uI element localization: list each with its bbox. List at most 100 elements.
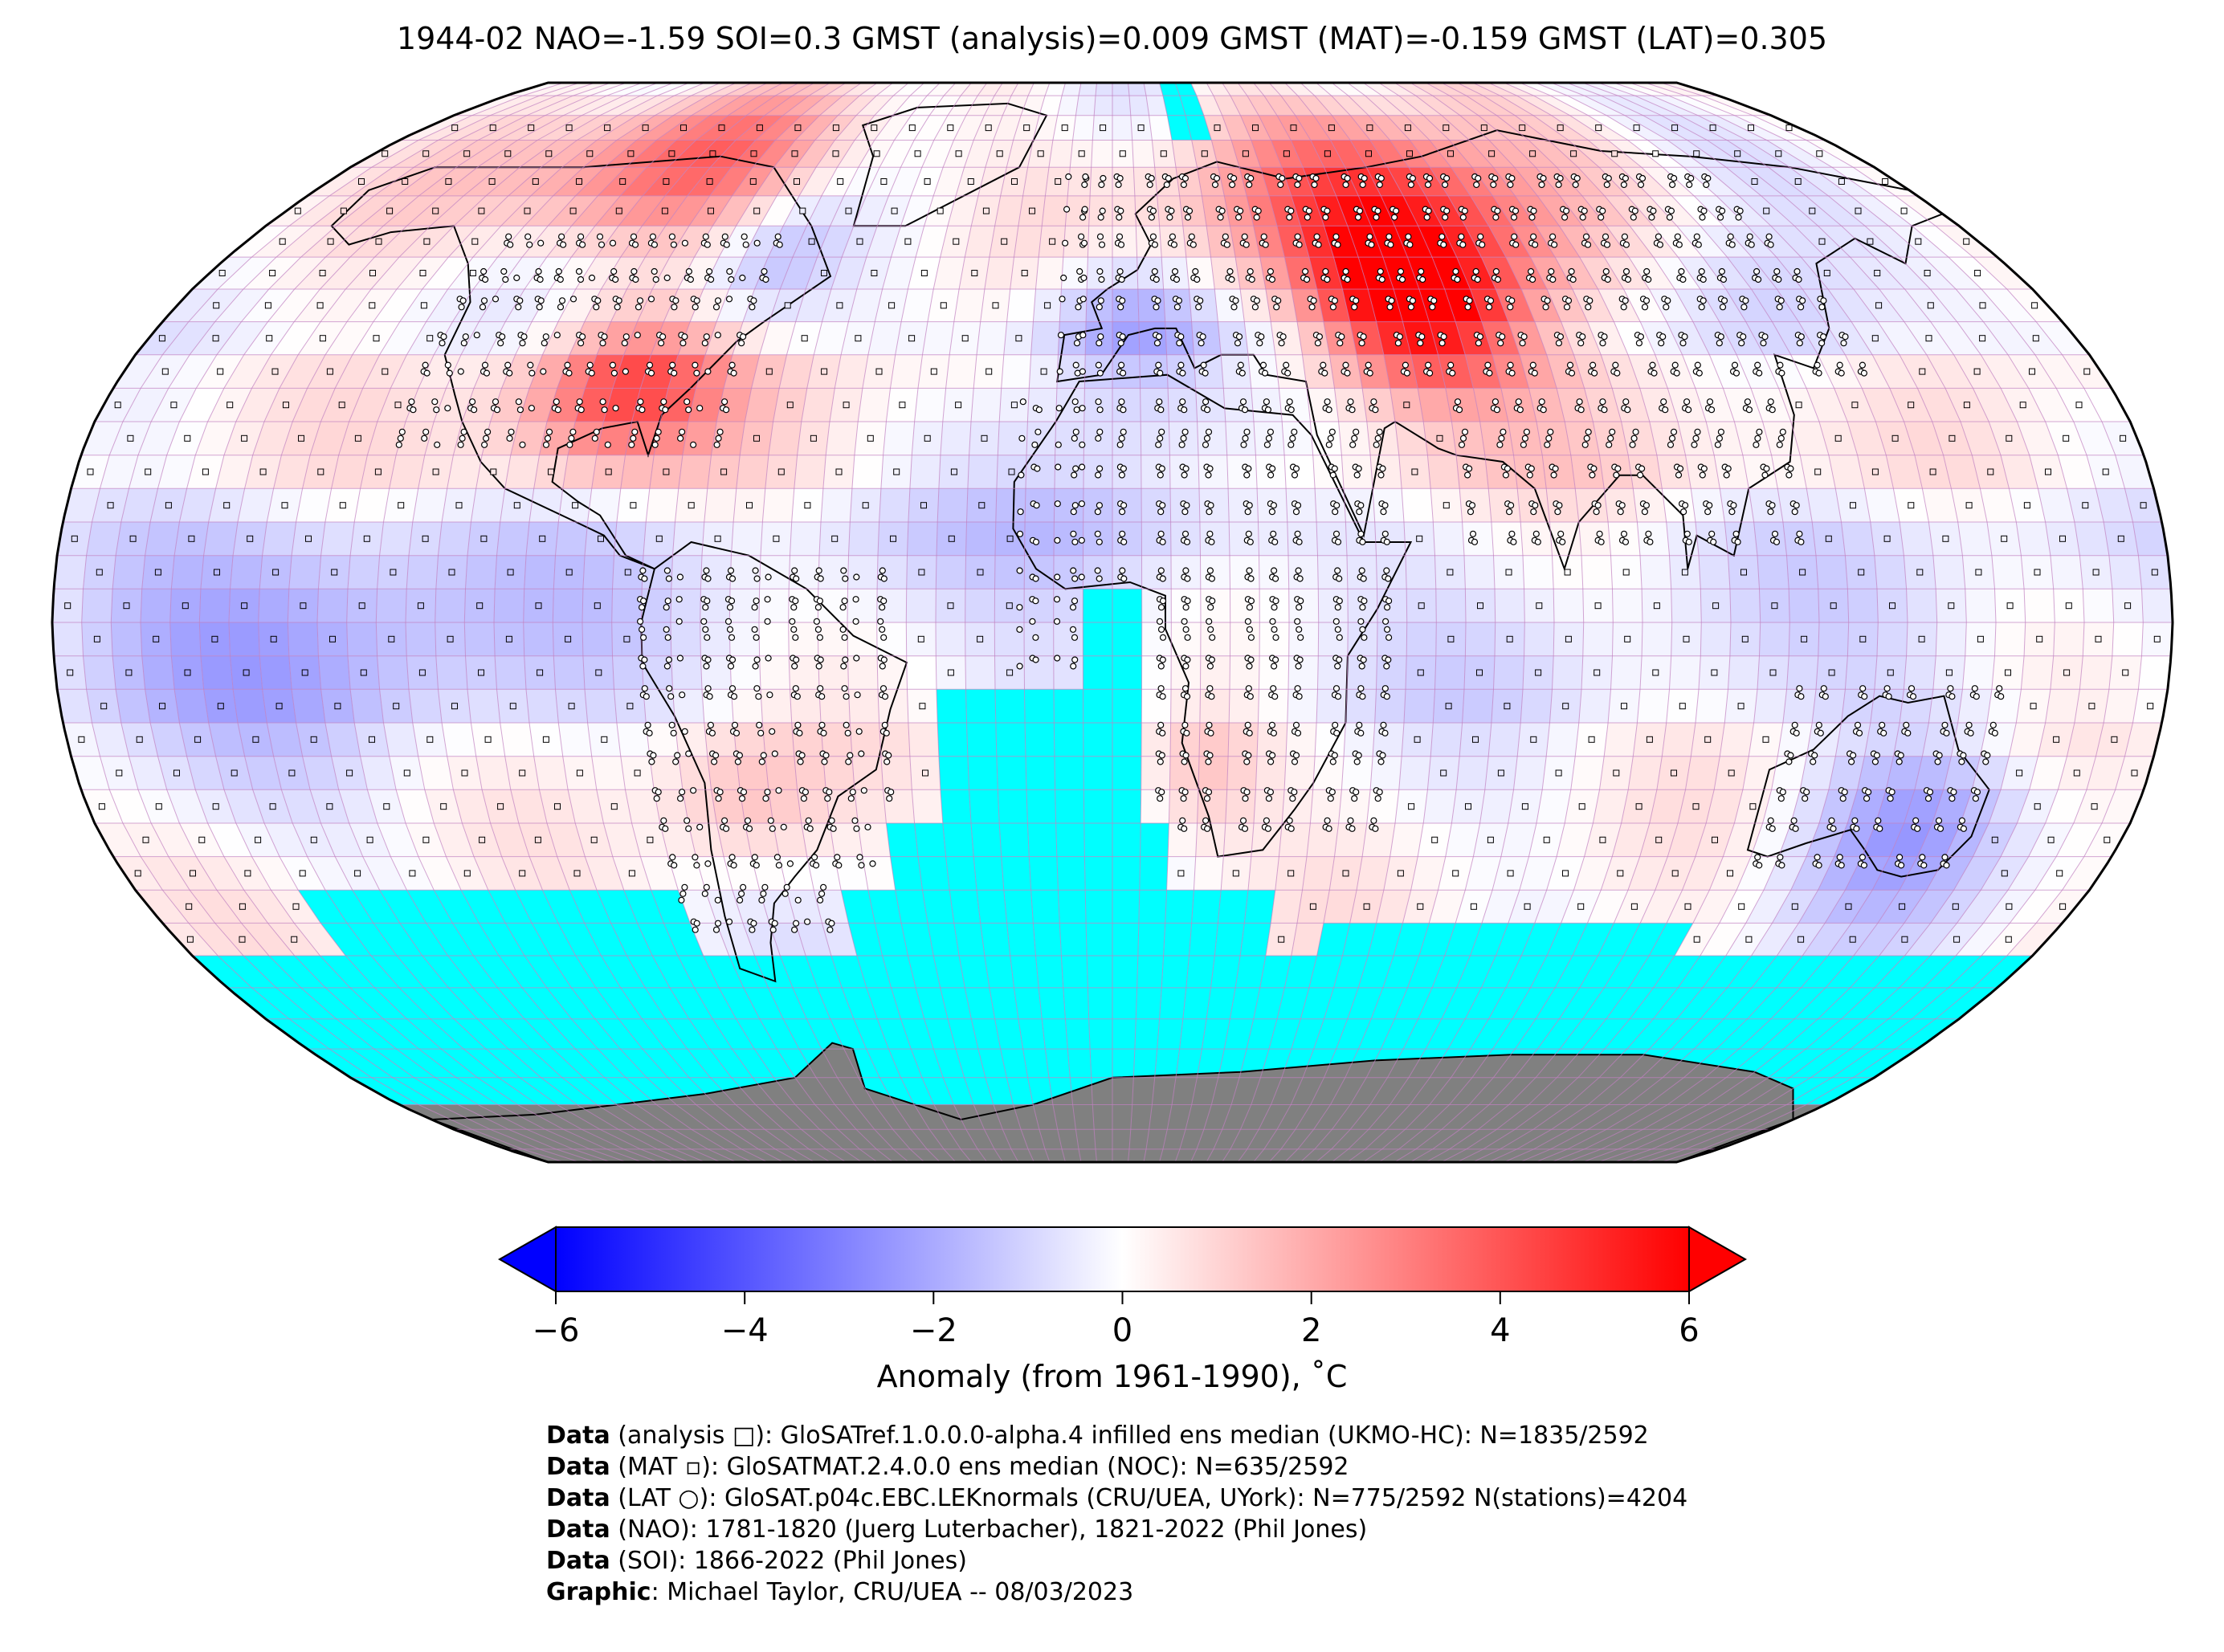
grid-cell (190, 890, 242, 924)
land-station-marker (1256, 340, 1263, 347)
grid-cell (1818, 622, 1849, 656)
grid-cell (848, 522, 879, 556)
grid-cell (1790, 856, 1834, 891)
land-station-marker (646, 361, 654, 369)
grid-cell (977, 1049, 1007, 1078)
grid-cell (447, 455, 483, 489)
grid-cell (1727, 956, 1777, 988)
land-station-marker (1417, 340, 1424, 347)
land-station-marker (678, 896, 685, 904)
land-station-marker (1151, 241, 1159, 248)
grid-cell (1024, 555, 1054, 589)
land-station-marker (753, 656, 761, 663)
land-station-marker (648, 758, 655, 765)
land-station-marker (1169, 233, 1177, 240)
land-station-marker (1876, 825, 1883, 832)
land-station-marker (1429, 304, 1436, 311)
land-station-marker (1159, 575, 1166, 582)
grid-cell (620, 1049, 668, 1078)
grid-cell (1991, 555, 2025, 589)
land-station-marker (834, 854, 841, 861)
land-station-marker (1477, 233, 1484, 240)
land-station-marker (1748, 241, 1755, 248)
grid-cell (1555, 956, 1598, 988)
land-station-marker (1267, 789, 1275, 796)
land-station-marker (1550, 241, 1558, 248)
marine-cell-marker (955, 402, 962, 409)
grid-cell (1141, 756, 1170, 790)
marine-cell-marker (461, 769, 468, 777)
land-station-marker (1742, 297, 1749, 304)
land-station-marker (542, 441, 550, 448)
land-station-marker (1394, 340, 1402, 347)
land-station-marker (1534, 538, 1541, 545)
grid-cell (1202, 1018, 1230, 1050)
land-station-marker (537, 239, 545, 247)
land-station-marker (612, 405, 619, 412)
marine-cell-marker (2140, 502, 2147, 509)
land-station-marker (577, 275, 585, 283)
land-station-marker (1263, 398, 1271, 406)
land-station-marker (1117, 304, 1124, 311)
grid-cell (1286, 488, 1317, 522)
land-station-marker (716, 428, 724, 435)
marine-cell-marker (1562, 870, 1569, 877)
land-station-marker (1680, 508, 1687, 516)
land-station-marker (1909, 693, 1917, 700)
marine-cell-marker (153, 635, 160, 642)
land-station-marker (1667, 441, 1675, 448)
land-station-marker (1096, 406, 1104, 414)
marine-cell-marker (2034, 569, 2041, 576)
land-station-marker (1358, 340, 1365, 347)
marine-cell-marker (294, 207, 301, 214)
land-station-marker (1184, 656, 1191, 663)
grid-cell (555, 522, 588, 556)
marine-cell-marker (1015, 335, 1022, 342)
land-station-marker (1200, 361, 1207, 369)
grid-cell (442, 723, 476, 757)
land-station-marker (1120, 428, 1127, 435)
land-station-marker (1381, 618, 1389, 625)
land-station-marker (1332, 233, 1340, 240)
grid-cell (969, 789, 1000, 823)
land-station-marker (1032, 598, 1039, 605)
land-station-marker (1226, 267, 1234, 275)
grid-cell (819, 689, 851, 723)
marine-cell-marker (71, 535, 78, 542)
marine-cell-marker (1974, 270, 1981, 276)
land-station-marker (806, 825, 814, 832)
land-station-marker (1329, 471, 1336, 479)
grid-cell (1957, 689, 1992, 723)
land-station-marker (1604, 275, 1611, 283)
land-station-marker (1157, 604, 1165, 611)
land-station-marker (1270, 567, 1278, 574)
marine-cell-marker (374, 468, 382, 475)
land-station-marker (1157, 663, 1165, 670)
land-station-marker (1324, 207, 1331, 214)
grid-cell (1593, 789, 1629, 823)
land-station-marker (1769, 825, 1776, 832)
land-station-marker (760, 890, 767, 897)
land-station-marker (446, 369, 453, 377)
grid-cell (759, 655, 790, 690)
grid-cell (52, 622, 84, 656)
grid-cell (1370, 455, 1402, 489)
land-station-marker (1149, 207, 1157, 214)
grid-cell (1783, 1018, 1842, 1050)
land-station-marker (1908, 685, 1916, 692)
marine-cell-marker (1536, 602, 1543, 610)
land-station-marker (555, 267, 562, 275)
grid-cell (1578, 522, 1611, 556)
marine-cell-marker (158, 335, 165, 342)
land-station-marker (1207, 729, 1214, 736)
marine-cell-marker (129, 535, 137, 542)
land-station-marker (1054, 573, 1061, 581)
marine-cell-marker (2029, 368, 2035, 375)
marine-cell-marker (804, 502, 811, 509)
grid-cell (188, 923, 243, 956)
grid-cell (1230, 655, 1260, 690)
land-station-marker (1614, 369, 1621, 377)
grid-cell (541, 1077, 598, 1105)
land-station-marker (1378, 275, 1385, 283)
grid-cell (788, 589, 818, 622)
